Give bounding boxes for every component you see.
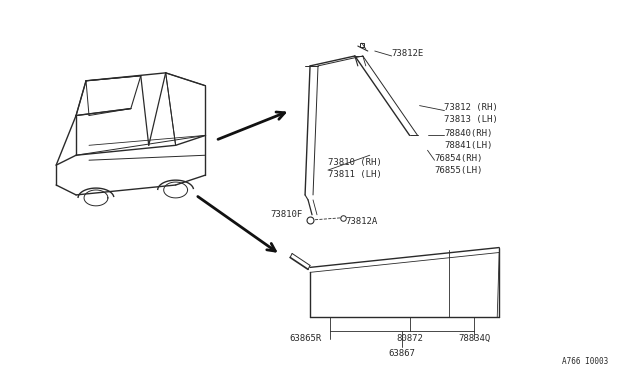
- Text: 73812E: 73812E: [392, 48, 424, 58]
- Text: 63865R: 63865R: [289, 334, 321, 343]
- Text: 73812 (RH): 73812 (RH): [444, 103, 498, 112]
- Text: 78840(RH): 78840(RH): [444, 129, 493, 138]
- Text: 76854(RH): 76854(RH): [435, 154, 483, 163]
- Text: 73813 (LH): 73813 (LH): [444, 115, 498, 124]
- Text: 73812A: 73812A: [345, 217, 377, 226]
- Text: 80872: 80872: [396, 334, 423, 343]
- Text: 73810 (RH): 73810 (RH): [328, 158, 381, 167]
- Text: 73810F: 73810F: [270, 210, 303, 219]
- Text: 73811 (LH): 73811 (LH): [328, 170, 381, 179]
- Text: 78834Q: 78834Q: [458, 334, 490, 343]
- Text: 63867: 63867: [388, 349, 415, 358]
- Text: 76855(LH): 76855(LH): [435, 166, 483, 174]
- Text: A766 I0003: A766 I0003: [563, 357, 609, 366]
- Text: 78841(LH): 78841(LH): [444, 141, 493, 150]
